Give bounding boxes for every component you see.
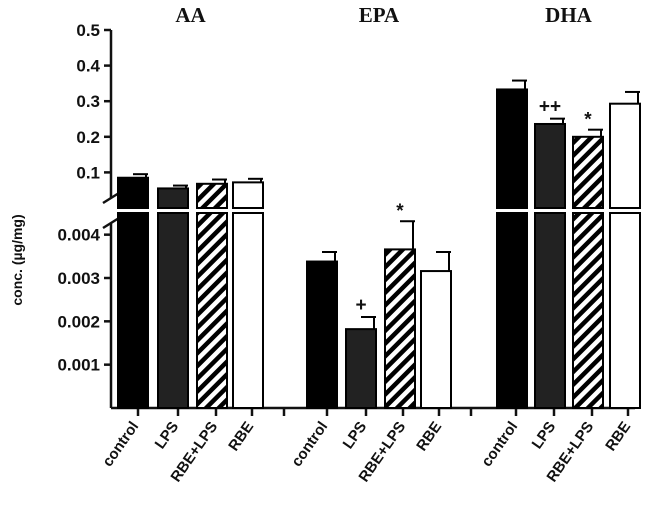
category-label: control xyxy=(288,419,331,470)
bar-aa-lps-lower xyxy=(157,212,189,409)
axis-break-mark xyxy=(102,216,120,230)
category-label: RBE xyxy=(413,419,445,455)
axis-break-mark xyxy=(102,191,120,205)
bar-dha-rbe-lps-lower xyxy=(572,212,604,409)
bar-dha-rbe-lps xyxy=(572,135,604,209)
category-label: RBE xyxy=(602,419,634,455)
bar-dha-rbe-lower xyxy=(609,212,641,409)
bar-dha-rbe xyxy=(609,102,641,209)
group-title-epa: EPA xyxy=(359,3,400,27)
category-label: LPS xyxy=(152,419,183,453)
y-tick-label: 0.2 xyxy=(76,128,100,147)
y-tick-label: 0.4 xyxy=(76,57,100,76)
y-tick-label: 0.004 xyxy=(57,226,100,245)
y-tick-label: 0.001 xyxy=(57,356,100,375)
y-tick-label: 0.003 xyxy=(57,269,100,288)
category-label: LPS xyxy=(529,419,560,453)
bar-aa-rbe-lps xyxy=(196,182,228,210)
bar-aa-rbe-lps-lower xyxy=(196,212,228,409)
group-title-dha: DHA xyxy=(545,3,593,27)
bar-dha-control-lower xyxy=(496,212,528,409)
significance-marker: + xyxy=(355,295,366,316)
bar-epa-lps xyxy=(345,328,377,409)
bar-epa-control xyxy=(306,260,338,409)
bar-epa-rbe-lps xyxy=(384,248,416,409)
y-tick-label: 0.3 xyxy=(76,92,100,111)
category-label: RBE xyxy=(225,419,257,455)
category-label: LPS xyxy=(340,419,371,453)
bar-epa-rbe xyxy=(420,270,452,410)
bars xyxy=(117,79,641,410)
bar-aa-rbe xyxy=(232,181,264,209)
bar-aa-lps xyxy=(157,187,189,209)
group-title-aa: AA xyxy=(175,3,206,27)
category-label: control xyxy=(99,419,142,470)
significance-marker: * xyxy=(584,110,592,131)
y-tick-label: 0.002 xyxy=(57,312,100,331)
significance-marker: * xyxy=(396,201,404,222)
y-tick-label: 0.5 xyxy=(76,21,100,40)
y-axis-label: conc. (µg/mg) xyxy=(9,214,25,305)
category-label: control xyxy=(478,419,521,470)
bar-aa-control xyxy=(117,176,149,210)
bar-aa-rbe-lower xyxy=(232,212,264,409)
bar-dha-lps xyxy=(534,122,566,209)
bar-aa-control-lower xyxy=(117,212,149,409)
bar-dha-control xyxy=(496,88,528,209)
bar-dha-lps-lower xyxy=(534,212,566,409)
y-tick-label: 0.1 xyxy=(76,163,100,182)
significance-marker: ++ xyxy=(539,97,561,118)
